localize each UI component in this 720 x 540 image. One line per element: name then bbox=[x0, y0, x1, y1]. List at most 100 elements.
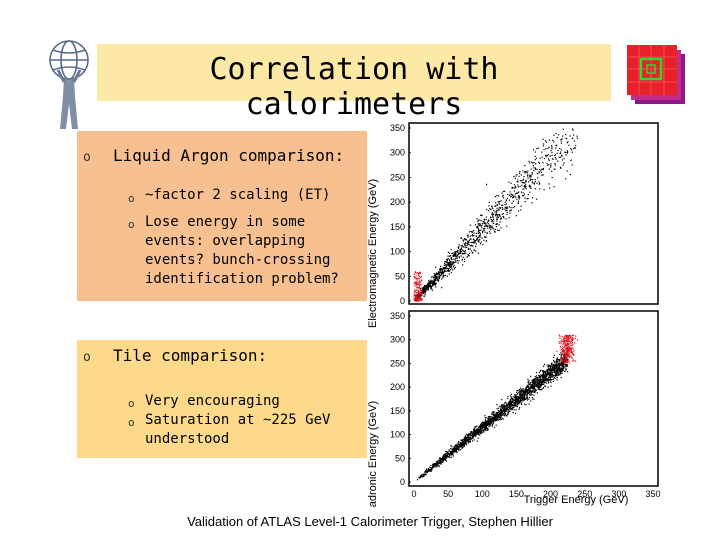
data-point bbox=[501, 204, 503, 206]
data-point bbox=[512, 412, 514, 414]
data-point bbox=[572, 128, 574, 130]
data-point bbox=[480, 229, 482, 231]
data-point bbox=[420, 284, 423, 286]
data-point bbox=[559, 337, 561, 339]
data-point bbox=[482, 429, 484, 431]
data-point bbox=[518, 196, 520, 198]
data-point bbox=[427, 283, 429, 285]
data-point bbox=[571, 334, 573, 337]
data-point bbox=[545, 378, 547, 380]
data-point bbox=[418, 283, 420, 285]
data-point bbox=[448, 454, 450, 456]
data-point bbox=[539, 157, 541, 159]
data-point bbox=[537, 177, 539, 179]
data-point bbox=[556, 136, 558, 139]
data-point bbox=[558, 363, 561, 365]
data-point bbox=[559, 371, 561, 373]
data-point bbox=[447, 451, 449, 454]
data-point bbox=[560, 372, 562, 374]
data-point bbox=[521, 180, 523, 182]
data-point bbox=[474, 432, 476, 434]
data-point bbox=[485, 216, 488, 218]
data-point bbox=[521, 397, 523, 399]
data-point bbox=[413, 276, 415, 278]
data-point bbox=[566, 353, 568, 355]
data-point bbox=[461, 439, 463, 441]
data-point bbox=[556, 376, 558, 379]
data-point bbox=[449, 266, 451, 268]
data-point bbox=[463, 445, 465, 447]
data-point bbox=[539, 168, 541, 171]
data-point bbox=[483, 239, 485, 241]
data-point bbox=[475, 236, 477, 238]
data-point bbox=[546, 378, 548, 380]
data-point bbox=[443, 269, 446, 271]
data-point bbox=[483, 218, 485, 220]
data-point bbox=[539, 379, 541, 381]
data-point bbox=[562, 340, 564, 342]
data-point bbox=[458, 252, 460, 254]
data-point bbox=[496, 415, 498, 418]
bullet-marker: o bbox=[128, 397, 135, 410]
data-point bbox=[441, 287, 443, 289]
data-point bbox=[496, 218, 498, 220]
data-point bbox=[562, 364, 564, 367]
data-point bbox=[523, 195, 525, 197]
data-point bbox=[565, 356, 567, 358]
data-point bbox=[418, 287, 420, 289]
data-point bbox=[503, 415, 506, 417]
data-point bbox=[467, 441, 469, 443]
data-point bbox=[554, 367, 556, 369]
data-point bbox=[486, 232, 488, 234]
data-point bbox=[530, 387, 532, 389]
atlas-logo-icon bbox=[49, 40, 89, 129]
data-point bbox=[528, 398, 530, 400]
data-point bbox=[520, 392, 522, 394]
data-point bbox=[528, 387, 530, 389]
data-point bbox=[538, 387, 540, 389]
data-point bbox=[530, 179, 532, 181]
data-point bbox=[558, 362, 560, 364]
data-point bbox=[439, 461, 441, 463]
data-point bbox=[472, 437, 474, 439]
data-point bbox=[530, 176, 532, 178]
data-point bbox=[420, 276, 422, 278]
data-point bbox=[453, 448, 455, 450]
data-point bbox=[548, 168, 550, 170]
data-point bbox=[519, 407, 521, 409]
data-point bbox=[505, 403, 507, 405]
data-point bbox=[503, 208, 505, 210]
data-point bbox=[559, 166, 562, 168]
data-point bbox=[427, 287, 429, 289]
data-point bbox=[461, 252, 463, 254]
data-point bbox=[564, 358, 566, 360]
data-point bbox=[502, 407, 504, 409]
data-point bbox=[567, 335, 569, 337]
data-point bbox=[418, 297, 420, 299]
data-point bbox=[522, 390, 524, 392]
data-point bbox=[555, 363, 557, 365]
data-point bbox=[500, 207, 502, 209]
data-point bbox=[510, 182, 512, 184]
data-point bbox=[486, 429, 488, 431]
data-point bbox=[534, 382, 536, 384]
data-point bbox=[515, 397, 517, 399]
data-point bbox=[564, 337, 567, 339]
data-point bbox=[560, 347, 562, 349]
data-point bbox=[557, 363, 559, 365]
data-point bbox=[519, 394, 521, 396]
data-point bbox=[551, 375, 553, 377]
data-point bbox=[455, 257, 457, 259]
data-point bbox=[500, 200, 502, 202]
data-point bbox=[474, 429, 476, 432]
data-point bbox=[537, 380, 539, 382]
data-point bbox=[421, 279, 423, 281]
data-point bbox=[496, 220, 498, 222]
data-point bbox=[538, 181, 540, 183]
data-point bbox=[553, 359, 555, 362]
data-point bbox=[563, 359, 565, 361]
data-point bbox=[469, 235, 471, 237]
data-point bbox=[544, 371, 546, 373]
data-point bbox=[544, 374, 546, 376]
data-point bbox=[568, 340, 570, 342]
